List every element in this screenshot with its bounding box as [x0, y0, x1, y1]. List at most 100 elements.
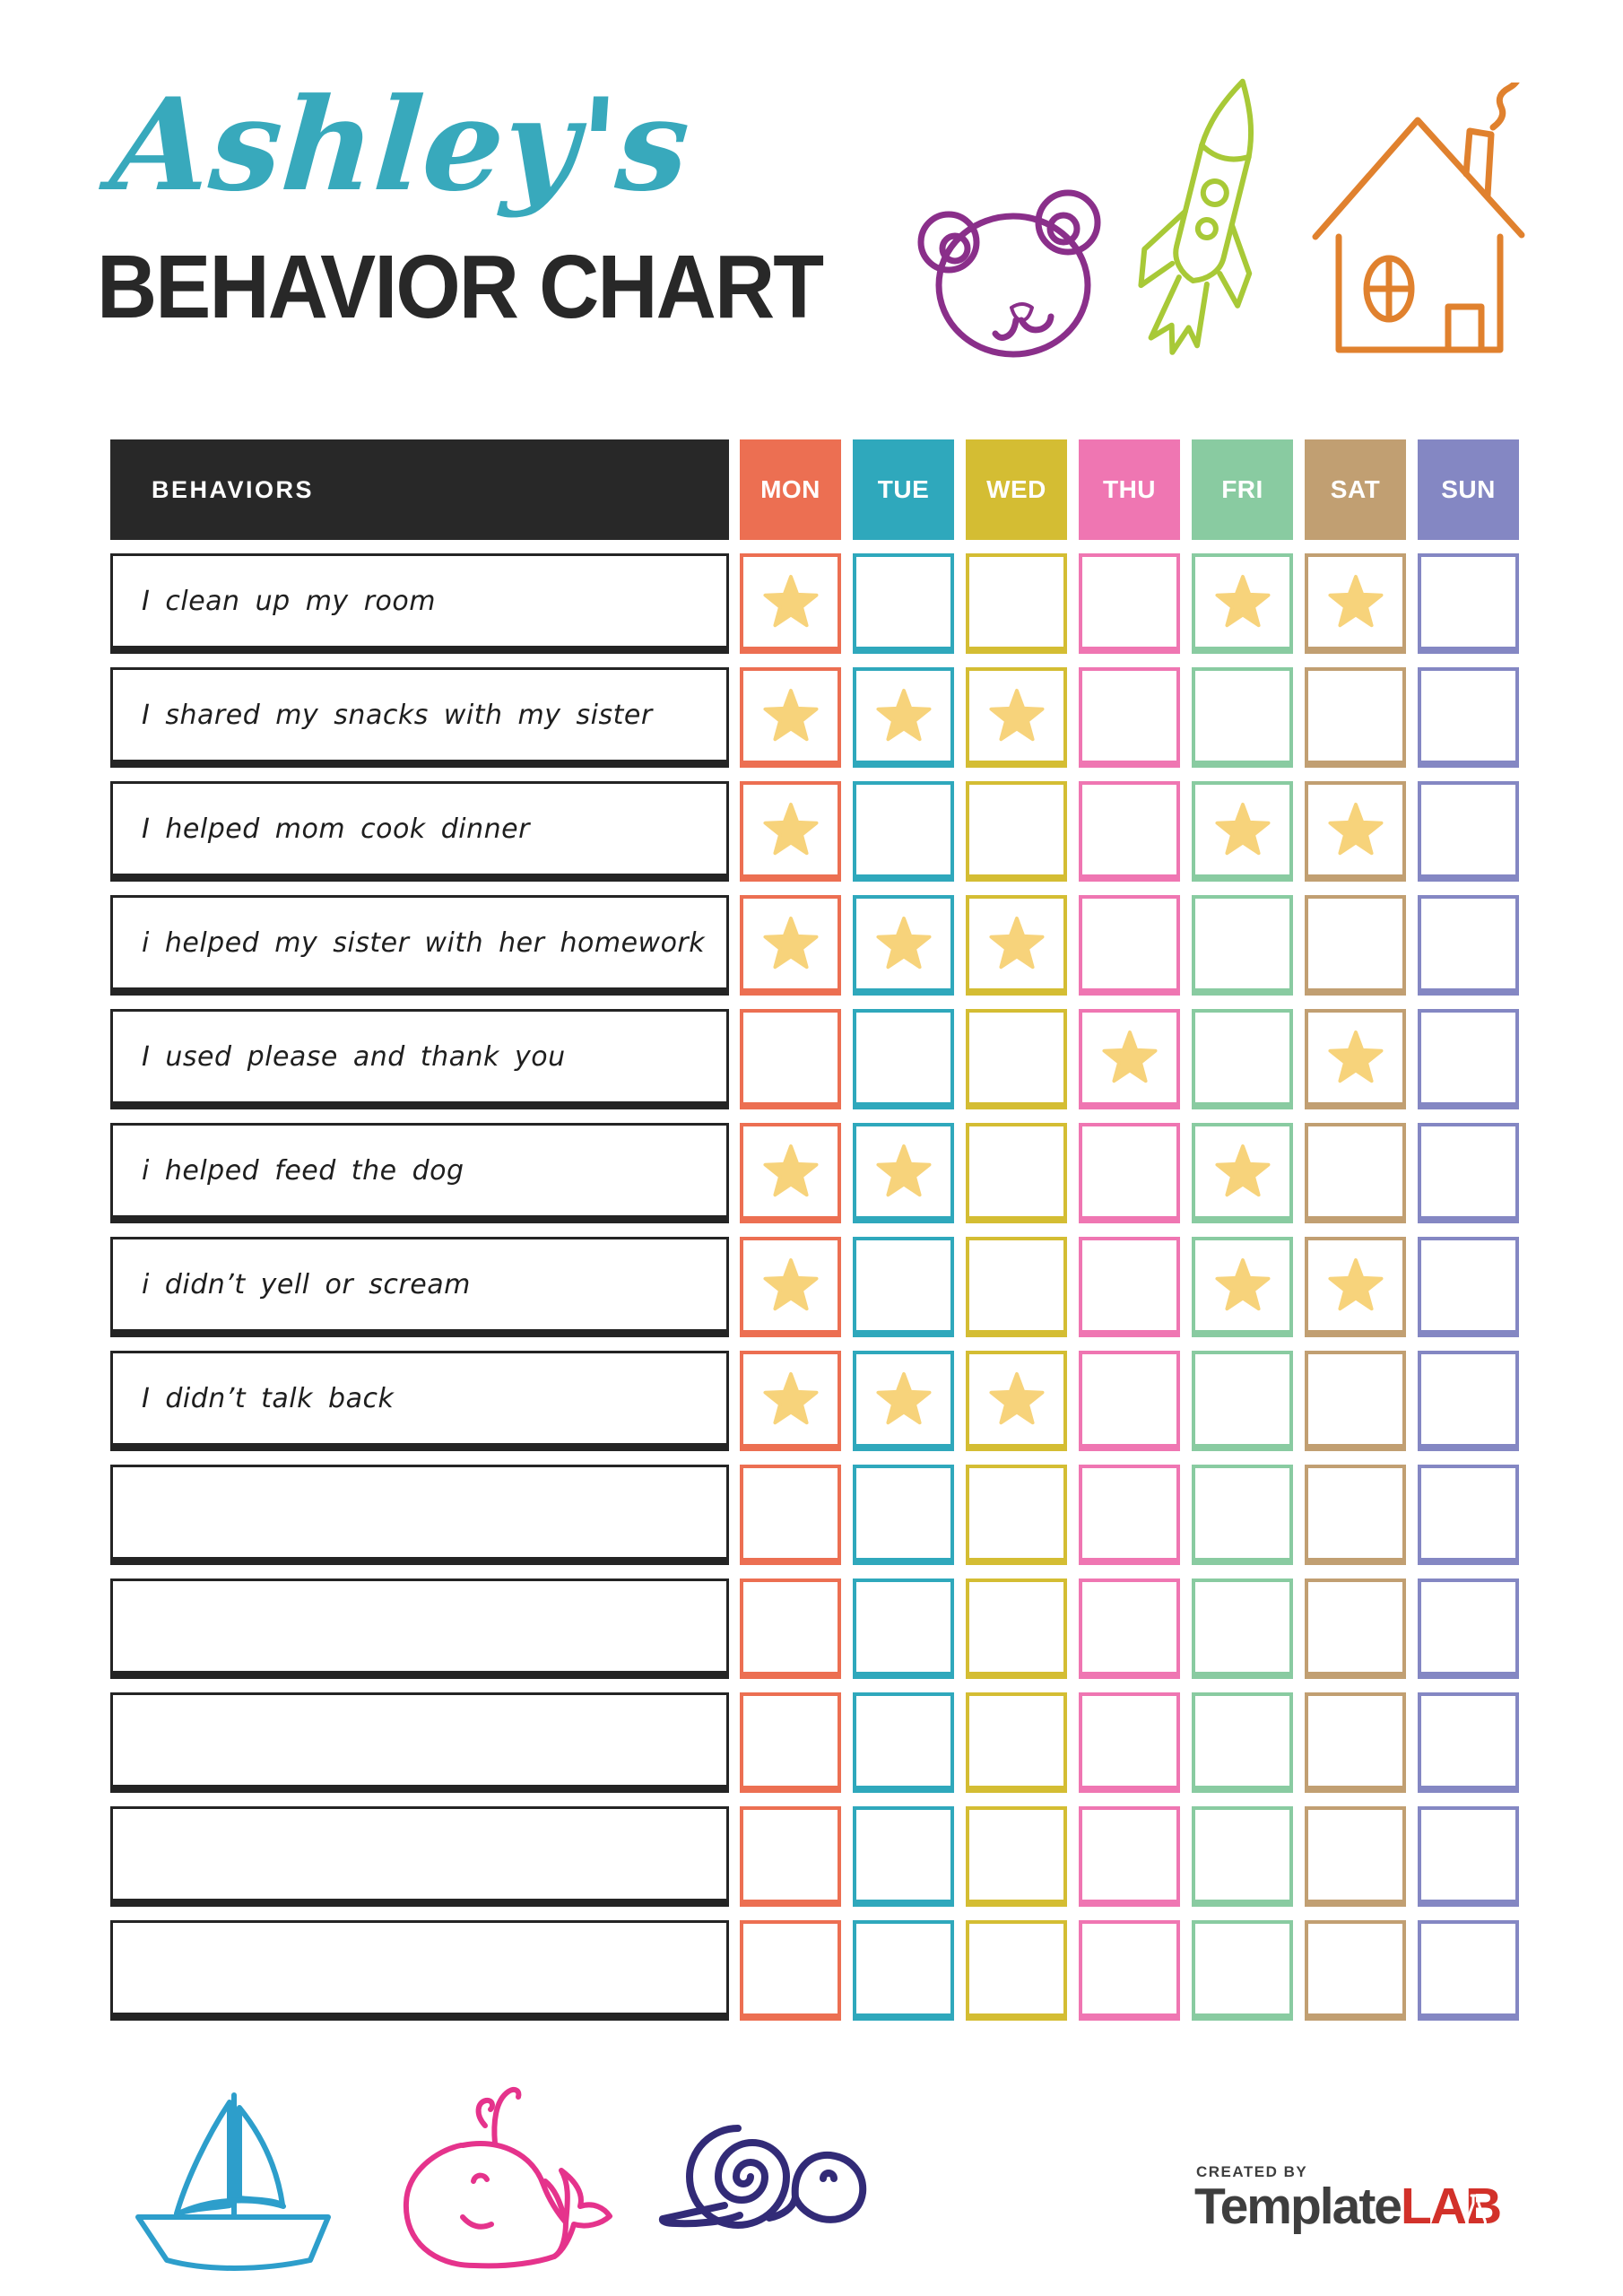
day-header-tue: TUE — [853, 439, 954, 540]
day-cell-thu — [1079, 1351, 1180, 1451]
behavior-row: I shared my snacks with my sister — [110, 667, 1519, 768]
day-cell-wed — [966, 553, 1067, 654]
star-icon — [1214, 1257, 1271, 1311]
day-cell-sat — [1305, 667, 1406, 768]
day-cell-sun — [1418, 1692, 1519, 1793]
day-cell-fri — [1192, 1237, 1293, 1337]
day-cell-mon — [740, 895, 841, 996]
day-cell-mon — [740, 1351, 841, 1451]
day-cell-sun — [1418, 1237, 1519, 1337]
bear-icon — [917, 189, 1101, 358]
day-header-thu: THU — [1079, 439, 1180, 540]
day-cell-thu — [1079, 553, 1180, 654]
day-cell-mon — [740, 553, 841, 654]
day-cell-fri — [1192, 1806, 1293, 1907]
sailboat-icon — [135, 2092, 331, 2271]
day-cell-sat — [1305, 1351, 1406, 1451]
behavior-row — [110, 1920, 1519, 2021]
star-icon — [875, 688, 932, 742]
day-cell-wed — [966, 1465, 1067, 1565]
whale-icon — [403, 2086, 612, 2269]
brand-template: Template — [1194, 2178, 1402, 2235]
templatelab-logo: CREATED BY TemplateLAB — [1194, 2163, 1502, 2235]
day-cell-sun — [1418, 1009, 1519, 1109]
behavior-label — [110, 1806, 729, 1907]
day-cell-mon — [740, 1692, 841, 1793]
behavior-row: I used please and thank you — [110, 1009, 1519, 1109]
day-header-sun: SUN — [1418, 439, 1519, 540]
star-icon — [1214, 802, 1271, 856]
behavior-row: I clean up my room — [110, 553, 1519, 654]
behavior-label — [110, 1578, 729, 1679]
day-cell-sun — [1418, 1351, 1519, 1451]
day-cell-thu — [1079, 1806, 1180, 1907]
behavior-chart-table: BEHAVIORS MON TUE WED THU FRI SAT SUN I clean … — [110, 439, 1519, 2034]
behavior-row — [110, 1806, 1519, 1907]
day-cell-wed — [966, 781, 1067, 882]
star-icon — [1214, 574, 1271, 628]
day-header-mon: MON — [740, 439, 841, 540]
day-cell-thu — [1079, 1578, 1180, 1679]
day-cell-tue — [853, 1578, 954, 1679]
day-cell-sun — [1418, 553, 1519, 654]
behavior-label — [110, 1920, 729, 2021]
day-cell-wed — [966, 1009, 1067, 1109]
rocket-icon — [1138, 78, 1254, 355]
day-cell-tue — [853, 1692, 954, 1793]
table-header-row: BEHAVIORS MON TUE WED THU FRI SAT SUN — [110, 439, 1519, 540]
day-header-sat: SAT — [1305, 439, 1406, 540]
day-cell-sat — [1305, 1578, 1406, 1679]
day-cell-tue — [853, 1465, 954, 1565]
behavior-label: I shared my snacks with my sister — [110, 667, 729, 768]
day-cell-thu — [1079, 1465, 1180, 1565]
day-cell-tue — [853, 1237, 954, 1337]
day-cell-fri — [1192, 1123, 1293, 1223]
star-icon — [988, 688, 1045, 742]
day-cell-wed — [966, 1692, 1067, 1793]
behavior-label: i helped my sister with her homework — [110, 895, 729, 996]
day-cell-sun — [1418, 781, 1519, 882]
behavior-label — [110, 1465, 729, 1565]
day-cell-sat — [1305, 1465, 1406, 1565]
day-cell-sun — [1418, 1465, 1519, 1565]
behavior-row — [110, 1692, 1519, 1793]
day-cell-sat — [1305, 553, 1406, 654]
behavior-label: i didn’t yell or scream — [110, 1237, 729, 1337]
star-icon — [875, 916, 932, 970]
behavior-label: I didn’t talk back — [110, 1351, 729, 1451]
day-cell-fri — [1192, 667, 1293, 768]
day-cell-wed — [966, 1351, 1067, 1451]
day-cell-thu — [1079, 1692, 1180, 1793]
page-title: BEHAVIOR CHART — [97, 237, 824, 337]
chart-rows: I clean up my room I shared my snacks wi… — [110, 553, 1519, 2021]
day-cell-mon — [740, 667, 841, 768]
day-cell-thu — [1079, 1237, 1180, 1337]
snail-icon — [658, 2125, 867, 2229]
day-cell-mon — [740, 1920, 841, 2021]
day-header-fri: FRI — [1192, 439, 1293, 540]
behavior-row: I helped mom cook dinner — [110, 781, 1519, 882]
behavior-label — [110, 1692, 729, 1793]
day-cell-tue — [853, 1806, 954, 1907]
day-cell-mon — [740, 1009, 841, 1109]
day-cell-wed — [966, 1806, 1067, 1907]
house-icon — [1312, 83, 1525, 353]
day-cell-mon — [740, 1578, 841, 1679]
day-cell-fri — [1192, 1351, 1293, 1451]
day-cell-wed — [966, 1237, 1067, 1337]
behavior-row: I didn’t talk back — [110, 1351, 1519, 1451]
day-cell-sun — [1418, 1123, 1519, 1223]
day-cell-mon — [740, 1237, 841, 1337]
day-cell-fri — [1192, 895, 1293, 996]
star-icon — [1327, 574, 1384, 628]
day-cell-sat — [1305, 1806, 1406, 1907]
star-icon — [762, 1257, 819, 1311]
day-cell-fri — [1192, 1009, 1293, 1109]
day-cell-mon — [740, 1465, 841, 1565]
day-cell-sat — [1305, 1920, 1406, 2021]
day-cell-mon — [740, 1806, 841, 1907]
star-icon — [762, 916, 819, 970]
flask-icon — [1465, 2194, 1487, 2229]
day-cell-tue — [853, 781, 954, 882]
day-cell-tue — [853, 1009, 954, 1109]
